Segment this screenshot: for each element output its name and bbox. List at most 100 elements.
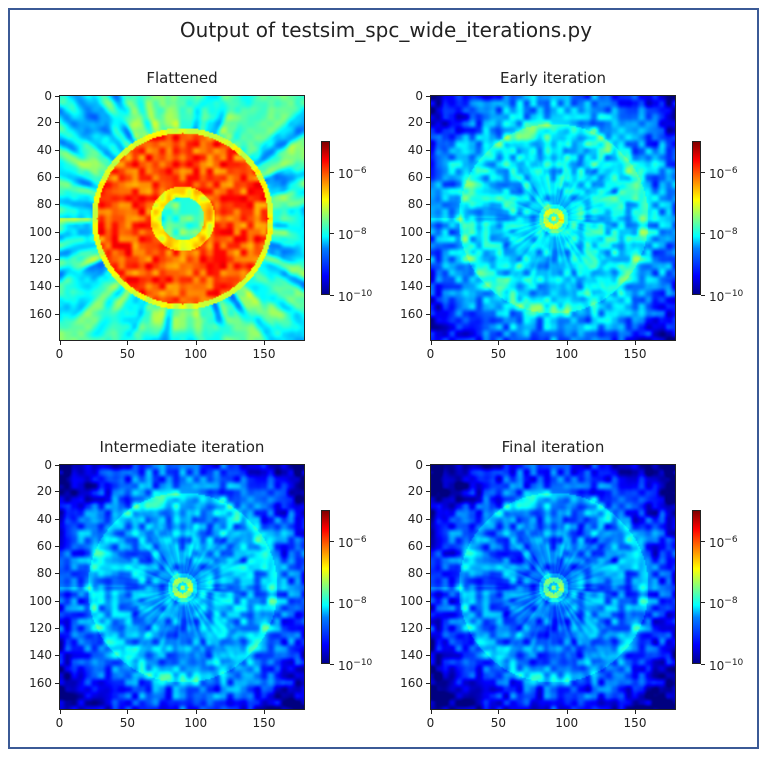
y-tick-label: 80 bbox=[36, 197, 52, 212]
y-tick-label: 60 bbox=[36, 170, 52, 184]
y-tick-mark bbox=[426, 122, 430, 124]
y-tick-label: 160 bbox=[29, 675, 52, 690]
tick-exponent: −6 bbox=[353, 534, 367, 545]
colorbar-tick-mark bbox=[701, 664, 705, 665]
panel-title: Intermediate iteration bbox=[99, 438, 265, 456]
colorbar-tick-label: 10−8 bbox=[338, 226, 367, 241]
y-tick-label: 40 bbox=[407, 511, 423, 526]
y-tick-mark bbox=[426, 177, 430, 178]
y-tick-label: 100 bbox=[400, 224, 423, 239]
y-tick-mark bbox=[426, 204, 430, 206]
x-tick-mark bbox=[635, 710, 636, 714]
x-tick-label: 150 bbox=[623, 716, 647, 730]
y-tick-mark bbox=[55, 491, 59, 493]
heatmap-image bbox=[59, 464, 305, 710]
tick-exponent: −8 bbox=[724, 227, 738, 238]
y-tick-mark bbox=[55, 600, 59, 602]
y-tick-mark bbox=[55, 149, 59, 151]
x-tick-label: 50 bbox=[490, 347, 506, 361]
x-tick-mark bbox=[59, 710, 61, 714]
colorbar-tick-mark bbox=[330, 295, 334, 296]
x-tick-mark bbox=[430, 341, 432, 345]
y-tick-mark bbox=[426, 231, 430, 233]
y-tick-mark bbox=[426, 95, 430, 97]
y-tick-label: 140 bbox=[400, 648, 423, 663]
y-tick-mark bbox=[55, 628, 59, 629]
x-tick-mark bbox=[59, 341, 61, 345]
x-tick-mark bbox=[566, 710, 568, 714]
y-tick-mark bbox=[55, 122, 59, 124]
y-tick-mark bbox=[55, 682, 59, 684]
figure-frame bbox=[8, 8, 759, 749]
tick-base: 10 bbox=[338, 659, 354, 673]
y-tick-label: 100 bbox=[29, 224, 52, 239]
x-tick-label: 50 bbox=[119, 347, 135, 361]
y-tick-mark bbox=[426, 682, 430, 684]
tick-exponent: −6 bbox=[353, 165, 367, 176]
tick-base: 10 bbox=[709, 290, 725, 304]
y-tick-label: 80 bbox=[407, 566, 423, 581]
x-tick-mark bbox=[195, 341, 197, 345]
y-tick-mark bbox=[55, 518, 59, 520]
tick-base: 10 bbox=[338, 290, 354, 304]
x-tick-label: 150 bbox=[252, 716, 276, 730]
tick-base: 10 bbox=[338, 166, 354, 181]
colorbar-tick-mark bbox=[330, 540, 334, 542]
tick-exponent: −8 bbox=[353, 596, 367, 607]
heatmap-image bbox=[430, 95, 676, 341]
y-tick-label: 140 bbox=[29, 279, 52, 294]
panel-title: Early iteration bbox=[499, 69, 607, 87]
heatmap-image bbox=[59, 95, 305, 341]
y-tick-label: 160 bbox=[29, 306, 52, 321]
x-tick-mark bbox=[264, 341, 265, 345]
colorbar-tick-label: 10−10 bbox=[338, 657, 372, 672]
y-tick-mark bbox=[55, 95, 59, 97]
tick-exponent: −8 bbox=[353, 227, 367, 238]
colorbar-tick-mark bbox=[701, 171, 705, 173]
y-tick-mark bbox=[426, 491, 430, 493]
colorbar-tick-label: 10−6 bbox=[338, 165, 367, 180]
x-tick-label: 50 bbox=[490, 716, 506, 730]
y-tick-label: 60 bbox=[407, 170, 423, 184]
y-tick-mark bbox=[55, 231, 59, 233]
y-tick-label: 140 bbox=[400, 279, 423, 294]
colorbar bbox=[321, 510, 330, 664]
y-tick-label: 0 bbox=[415, 88, 423, 103]
x-tick-label: 0 bbox=[55, 716, 64, 730]
colorbar-tick-mark bbox=[701, 540, 705, 542]
x-tick-mark bbox=[498, 710, 500, 714]
x-tick-label: 50 bbox=[119, 716, 135, 730]
colorbar-tick-mark bbox=[330, 602, 334, 604]
x-tick-mark bbox=[566, 341, 568, 345]
tick-base: 10 bbox=[709, 659, 725, 673]
y-tick-label: 40 bbox=[36, 511, 52, 526]
y-tick-label: 80 bbox=[407, 197, 423, 212]
y-tick-mark bbox=[55, 546, 59, 547]
y-tick-mark bbox=[426, 600, 430, 602]
tick-base: 10 bbox=[709, 166, 725, 181]
colorbar bbox=[692, 141, 701, 295]
colorbar-tick-label: 10−10 bbox=[709, 288, 743, 303]
colorbar-tick-mark bbox=[701, 295, 705, 296]
x-tick-label: 0 bbox=[426, 716, 435, 730]
y-tick-label: 80 bbox=[36, 566, 52, 581]
y-tick-mark bbox=[426, 259, 430, 260]
tick-exponent: −10 bbox=[724, 289, 744, 299]
panel-title: Final iteration bbox=[501, 438, 605, 456]
y-tick-label: 20 bbox=[407, 115, 423, 130]
y-tick-mark bbox=[55, 573, 59, 575]
x-tick-mark bbox=[498, 341, 500, 345]
y-tick-label: 160 bbox=[400, 306, 423, 321]
colorbar-tick-label: 10−6 bbox=[338, 534, 367, 549]
y-tick-label: 100 bbox=[29, 593, 52, 608]
colorbar bbox=[321, 141, 330, 295]
y-tick-mark bbox=[426, 464, 430, 466]
colorbar bbox=[692, 510, 701, 664]
y-tick-mark bbox=[426, 573, 430, 575]
y-tick-label: 20 bbox=[407, 484, 423, 499]
tick-exponent: −6 bbox=[724, 165, 738, 176]
x-tick-mark bbox=[195, 710, 197, 714]
panel-title: Flattened bbox=[146, 69, 218, 87]
tick-base: 10 bbox=[709, 535, 725, 550]
y-tick-mark bbox=[55, 204, 59, 206]
